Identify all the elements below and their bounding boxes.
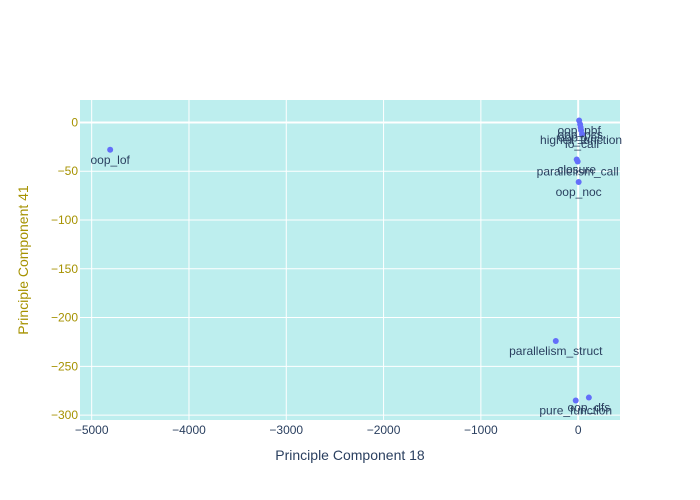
scatter-point — [575, 178, 582, 185]
grid-lines — [80, 100, 620, 420]
point-label: oop_noc — [556, 185, 602, 199]
point-label: pure_function — [539, 403, 612, 417]
point-label: higher_function — [540, 133, 622, 147]
y-tick-label: −150 — [51, 262, 78, 276]
point-label: parallelism_call — [537, 164, 619, 178]
scatter-point — [107, 146, 114, 153]
point-label: oop_dfs — [568, 401, 611, 415]
scatter-point — [572, 397, 579, 404]
point-label: oop_lof — [90, 153, 130, 167]
x-tick-label: −1000 — [464, 423, 498, 437]
point-labels: oop_lof oop_pbfoop_pcsoop_veshigher_funct… — [90, 123, 622, 417]
point-label: parallelism_struct — [509, 344, 603, 358]
point-label: closure — [557, 163, 596, 177]
x-tick-label: 0 — [575, 423, 582, 437]
scatter-point — [585, 394, 592, 401]
x-tick-label: −4000 — [172, 423, 206, 437]
y-tick-label: −250 — [51, 359, 78, 373]
x-axis-title: Principle Component 18 — [275, 447, 425, 463]
y-axis-ticks: 0 −50 −100 −150 −200 −250 −300 — [51, 115, 78, 422]
y-tick-label: −100 — [51, 213, 78, 227]
y-tick-label: −300 — [51, 408, 78, 422]
data-points — [107, 117, 592, 404]
scatter-point — [579, 131, 586, 138]
x-tick-label: −2000 — [367, 423, 401, 437]
y-tick-label: −200 — [51, 311, 78, 325]
x-axis-ticks: −5000 −4000 −3000 −2000 −1000 0 — [75, 423, 582, 437]
y-tick-label: 0 — [71, 115, 78, 129]
point-label: oop_ves — [558, 130, 603, 144]
y-tick-label: −50 — [58, 164, 79, 178]
x-tick-label: −5000 — [75, 423, 109, 437]
point-label: oop_pcs — [557, 127, 602, 141]
point-label: io_call — [565, 137, 599, 151]
plot-area — [80, 100, 620, 420]
x-tick-label: −3000 — [269, 423, 303, 437]
point-label: oop_pbf — [557, 123, 601, 137]
y-axis-title: Principle Component 41 — [15, 185, 31, 335]
scatter-point — [574, 158, 581, 165]
scatter-point — [552, 337, 559, 344]
